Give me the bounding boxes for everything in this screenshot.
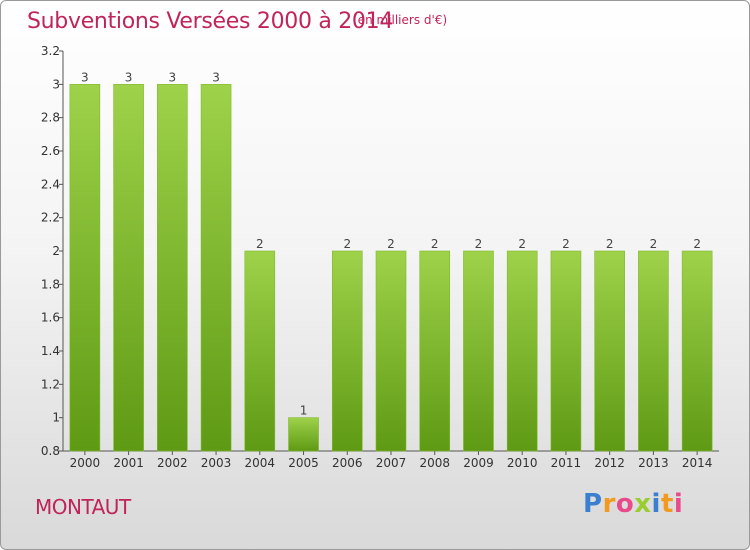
logo-letter: x	[634, 489, 652, 519]
data-label: 3	[81, 70, 89, 84]
x-tick-label: 2008	[419, 456, 450, 470]
y-tick-label: 3.2	[41, 44, 60, 58]
x-tick-label: 2013	[638, 456, 669, 470]
y-tick-label: 1	[52, 411, 60, 425]
y-tick-label: 1.4	[41, 344, 60, 358]
bar-2005	[288, 417, 319, 452]
logo-letter: t	[660, 489, 674, 519]
bar-2006	[331, 250, 363, 452]
data-label: 3	[125, 70, 133, 84]
y-tick-label: 2.2	[41, 211, 60, 225]
x-tick-label: 2002	[157, 456, 188, 470]
x-tick-label: 2001	[113, 456, 144, 470]
bar-2004	[244, 250, 276, 452]
data-label: 2	[518, 237, 526, 251]
bar-2001	[113, 84, 144, 452]
logo-letter: r	[602, 489, 616, 519]
x-tick-label: 2009	[463, 456, 494, 470]
x-tick-label: 2000	[70, 456, 101, 470]
y-tick-label: 2	[52, 244, 60, 258]
x-tick-label: 2011	[551, 456, 582, 470]
logo-letter: i	[651, 489, 661, 519]
proxiti-logo[interactable]: Proxiti	[583, 489, 683, 519]
bar-2000	[69, 84, 101, 452]
y-tick-label: 1.2	[41, 377, 60, 391]
chart-title: Subventions Versées 2000 à 2014	[27, 9, 394, 34]
place-name: MONTAUT	[35, 495, 131, 519]
data-label: 2	[387, 237, 395, 251]
bar-2012	[594, 250, 625, 452]
y-tick-label: 0.8	[41, 444, 60, 458]
x-tick-label: 2010	[507, 456, 538, 470]
logo-letter: o	[615, 489, 635, 519]
x-tick-label: 2003	[201, 456, 232, 470]
x-tick-label: 2014	[682, 456, 713, 470]
bar-2011	[550, 250, 582, 452]
data-label: 1	[300, 404, 308, 418]
data-label: 3	[169, 70, 177, 84]
data-label: 2	[343, 237, 351, 251]
bar-2008	[419, 250, 451, 452]
data-label: 2	[256, 237, 264, 251]
bar-2003	[200, 84, 232, 452]
x-tick-label: 2004	[245, 456, 276, 470]
bar-2007	[375, 250, 407, 452]
chart-subtitle: (en milliers d'€)	[353, 13, 448, 27]
x-tick-label: 2006	[332, 456, 363, 470]
data-label: 3	[212, 70, 220, 84]
y-tick-label: 2.4	[41, 177, 60, 191]
data-label: 2	[562, 237, 570, 251]
data-label: 2	[650, 237, 658, 251]
bar-2014	[681, 250, 713, 452]
data-label: 2	[475, 237, 483, 251]
logo-letter: i	[673, 489, 684, 519]
y-tick-label: 1.8	[41, 277, 60, 291]
y-tick-label: 3	[52, 77, 60, 91]
bar-2002	[157, 84, 188, 452]
logo-letter: P	[583, 489, 603, 519]
y-tick-label: 1.6	[41, 311, 60, 325]
y-tick-label: 2.6	[41, 144, 60, 158]
data-label: 2	[431, 237, 439, 251]
data-label: 2	[606, 237, 614, 251]
bar-2010	[506, 250, 538, 452]
x-tick-label: 2005	[288, 456, 319, 470]
bar-2013	[638, 250, 669, 452]
x-tick-label: 2007	[376, 456, 407, 470]
y-tick-label: 2.8	[41, 111, 60, 125]
data-label: 2	[693, 237, 701, 251]
x-tick-label: 2012	[594, 456, 625, 470]
bar-2009	[463, 250, 494, 452]
